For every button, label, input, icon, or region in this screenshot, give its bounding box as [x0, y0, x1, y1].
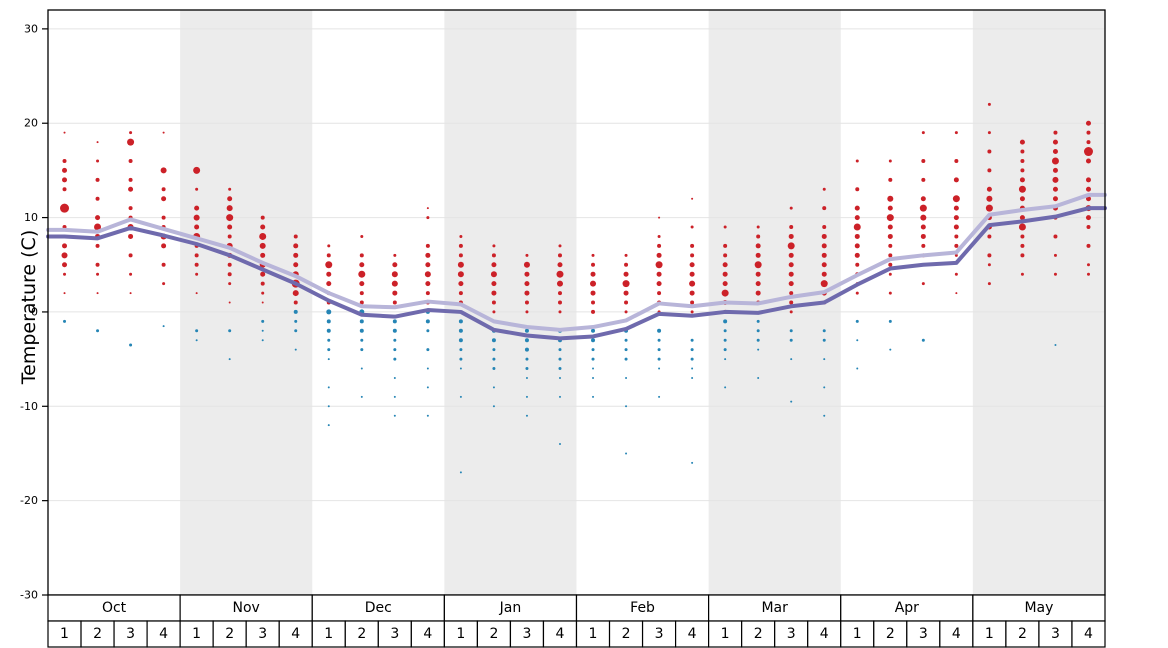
svg-text:-20: -20	[20, 494, 38, 507]
svg-text:0: 0	[31, 305, 38, 318]
svg-text:3: 3	[258, 626, 267, 642]
svg-text:20: 20	[24, 117, 38, 130]
svg-text:4: 4	[1084, 626, 1093, 642]
svg-text:1: 1	[456, 626, 465, 642]
svg-text:4: 4	[556, 626, 565, 642]
svg-text:-30: -30	[20, 589, 38, 602]
svg-text:30: 30	[24, 22, 38, 35]
svg-text:10: 10	[24, 211, 38, 224]
svg-text:1: 1	[60, 626, 69, 642]
y-axis-title: Temperature (C)	[18, 229, 40, 385]
svg-text:1: 1	[721, 626, 730, 642]
svg-text:Apr: Apr	[895, 600, 919, 616]
svg-text:2: 2	[1018, 626, 1027, 642]
svg-text:1: 1	[192, 626, 201, 642]
svg-text:Nov: Nov	[233, 600, 260, 616]
svg-text:4: 4	[688, 626, 697, 642]
svg-text:4: 4	[820, 626, 829, 642]
svg-text:4: 4	[952, 626, 961, 642]
svg-text:1: 1	[589, 626, 598, 642]
svg-text:Mar: Mar	[761, 600, 788, 616]
svg-text:3: 3	[1051, 626, 1060, 642]
svg-text:1: 1	[853, 626, 862, 642]
svg-text:4: 4	[423, 626, 432, 642]
svg-text:3: 3	[919, 626, 928, 642]
svg-text:3: 3	[787, 626, 796, 642]
svg-text:Feb: Feb	[630, 600, 655, 616]
svg-text:3: 3	[390, 626, 399, 642]
svg-text:Oct: Oct	[102, 600, 127, 616]
svg-text:May: May	[1024, 600, 1053, 616]
svg-text:2: 2	[489, 626, 498, 642]
svg-text:3: 3	[655, 626, 664, 642]
svg-text:1: 1	[985, 626, 994, 642]
svg-text:-10: -10	[20, 400, 38, 413]
svg-text:Jan: Jan	[499, 600, 522, 616]
svg-text:2: 2	[622, 626, 631, 642]
svg-text:4: 4	[159, 626, 168, 642]
svg-text:4: 4	[291, 626, 300, 642]
svg-text:2: 2	[357, 626, 366, 642]
svg-text:Dec: Dec	[365, 600, 392, 616]
svg-text:2: 2	[93, 626, 102, 642]
svg-text:3: 3	[522, 626, 531, 642]
svg-text:2: 2	[225, 626, 234, 642]
svg-text:2: 2	[754, 626, 763, 642]
svg-text:2: 2	[886, 626, 895, 642]
svg-text:3: 3	[126, 626, 135, 642]
svg-text:1: 1	[324, 626, 333, 642]
